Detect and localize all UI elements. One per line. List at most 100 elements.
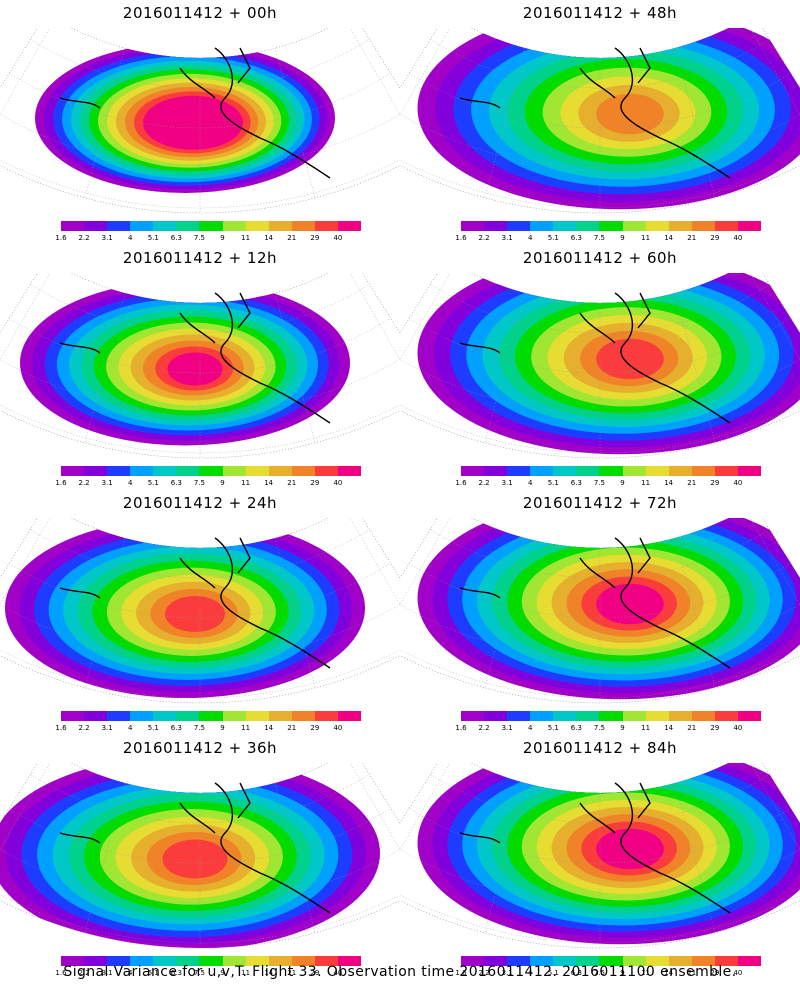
colorbar-tick-label: 4 [527,234,533,242]
colorbar-tick-label: 6.3 [570,969,582,977]
colorbar-swatch [622,956,646,966]
graticule-arc [409,73,791,129]
colorbar-swatch [61,711,85,721]
colorbar-swatch [530,956,554,966]
colorbar-tick-label: 29 [710,479,720,487]
colorbar-tick-label: 40 [333,479,343,487]
colorbar-swatch [291,956,315,966]
colorbar-swatch [199,711,223,721]
graticule-line [484,783,526,933]
graticule-line [674,293,716,443]
colorbar-tick-label: 29 [310,724,320,732]
variance-map [400,273,800,459]
colorbar-swatch [337,466,362,476]
colorbar-swatch [461,221,485,231]
colorbar-tick-label: 2.2 [78,724,90,732]
variance-map [0,273,400,459]
colorbar-swatch [176,221,200,231]
colorbar-swatch [222,466,246,476]
colorbar-tick-label: 40 [733,479,743,487]
colorbar-swatch [507,956,531,966]
graticule-arc [409,808,791,864]
colorbar-tick-label: 2.2 [478,479,490,487]
colorbar-tick-label: 11 [641,969,651,977]
colorbar-tick-label: 21 [687,234,697,242]
colorbar-swatch [176,711,200,721]
contour-level [170,109,220,139]
map-panel: 2016011412 + 84h 1.6 2.2 3.1 4 5.1 6.3 7.5 9 11 14… [400,735,800,977]
graticule-arc [400,894,800,944]
colorbar-swatch [153,956,177,966]
colorbar-tick-label: 2.2 [478,234,490,242]
colorbar-swatch [645,466,669,476]
colorbar-swatch [153,221,177,231]
panel-title: 2016011412 + 12h [122,249,278,267]
colorbar-tick-label: 7.5 [593,234,606,242]
map-panel: 2016011412 + 60h 1.6 2.2 3.1 4 5.1 6.3 7.5 9 11 14… [400,245,800,487]
colorbar-swatch [176,466,200,476]
colorbar-swatch [199,221,223,231]
colorbar-swatch [245,956,269,966]
coastline [459,47,731,179]
colorbar-swatch [107,956,131,966]
colorbar-tick-label: 9 [220,234,225,242]
graticule-arc [409,318,791,374]
colorbar-swatch [268,221,292,231]
colorbar-swatch [691,466,715,476]
colorbar-swatch [314,221,338,231]
colorbar-tick-label: 5.1 [547,479,559,487]
map-panel: 2016011412 + 48h 1.6 2.2 3.1 4 5.1 6.3 7.5 9 11 14… [400,0,800,242]
graticule-arc [400,604,800,659]
panel-title: 2016011412 + 48h [522,4,678,22]
colorbar-tick-label: 11 [241,724,251,732]
colorbar-swatch [268,956,292,966]
colorbar-swatch [714,466,738,476]
graticule-arc [0,404,400,454]
colorbar-tick-label: 7.5 [193,724,206,732]
graticule-arc [400,404,800,454]
colorbar-swatch [484,466,508,476]
colorbar-tick-label: 14 [264,479,274,487]
colorbar-swatch [553,711,577,721]
colorbar-tick-label: 4 [127,969,133,977]
colorbar-swatch [668,221,692,231]
map-panel: 2016011412 + 00h 1.6 2.2 3.1 4 5.1 6.3 7.5 9 11 14… [0,0,400,242]
graticule-arc [9,73,391,129]
colorbar-tick-label: 6.3 [570,724,582,732]
colorbar-swatch [737,221,762,231]
colorbar-swatch [622,221,646,231]
colorbar-tick-label: 6.3 [570,479,582,487]
colorbar-swatch [61,466,85,476]
colorbar-tick-label: 3.1 [501,724,513,732]
colorbar-tick-label: 29 [310,234,320,242]
colorbar-tick-label: 4 [127,479,133,487]
colorbar-swatch [691,711,715,721]
colorbar-tick-label: 11 [641,234,651,242]
colorbar-swatch [576,466,600,476]
graticule-line [84,538,126,688]
graticule-line [674,538,716,688]
colorbar-tick-label: 5.1 [147,724,159,732]
colorbar-swatch [461,711,485,721]
graticule-line [484,538,526,688]
colorbar-swatch [337,711,362,721]
colorbar-swatch [461,956,485,966]
colorbar-tick-label: 6.3 [570,234,582,242]
colorbar-swatch [84,711,108,721]
colorbar-tick-label: 4 [527,724,533,732]
colorbar-swatch [714,956,738,966]
colorbar-tick-label: 2.2 [478,969,490,977]
graticule-line [84,293,126,443]
contour-level [596,828,664,870]
colorbar-swatch [622,711,646,721]
colorbar-swatch [691,956,715,966]
colorbar-swatch [645,221,669,231]
variance-map [0,763,400,949]
colorbar-swatch [737,466,762,476]
panel-title: 2016011412 + 72h [522,494,678,512]
colorbar-swatch [222,956,246,966]
variance-map [400,518,800,704]
colorbar-swatch [176,956,200,966]
panel-title: 2016011412 + 00h [122,4,278,22]
colorbar-ticks: 1.6 2.2 3.1 4 5.1 6.3 7.5 9 11 14 21 29 40 [455,969,761,979]
